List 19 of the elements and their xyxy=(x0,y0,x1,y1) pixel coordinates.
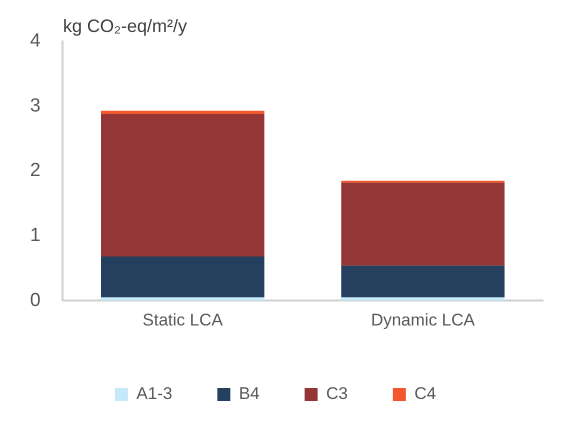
bar xyxy=(341,182,505,266)
x-tick-label: Static LCA xyxy=(142,310,224,330)
y-tick-label: 0 xyxy=(30,290,41,311)
y-axis-title: kg CO₂-eq/m²/y xyxy=(63,16,188,37)
y-tick-label: 2 xyxy=(30,160,41,182)
y-tick-label: 1 xyxy=(30,225,41,246)
bar xyxy=(101,256,264,298)
bar xyxy=(101,114,264,257)
legend-label: C4 xyxy=(414,384,436,404)
bar xyxy=(341,266,505,298)
legend-label: B4 xyxy=(238,384,260,404)
legend-label: C3 xyxy=(326,384,348,404)
legend-label: A1-3 xyxy=(136,384,172,404)
y-tick-label: 3 xyxy=(30,95,41,116)
x-tick-label: Dynamic LCA xyxy=(370,310,476,330)
bar xyxy=(341,297,505,301)
bar xyxy=(101,297,264,301)
y-tick-label: 4 xyxy=(30,30,41,52)
bar xyxy=(101,110,264,114)
